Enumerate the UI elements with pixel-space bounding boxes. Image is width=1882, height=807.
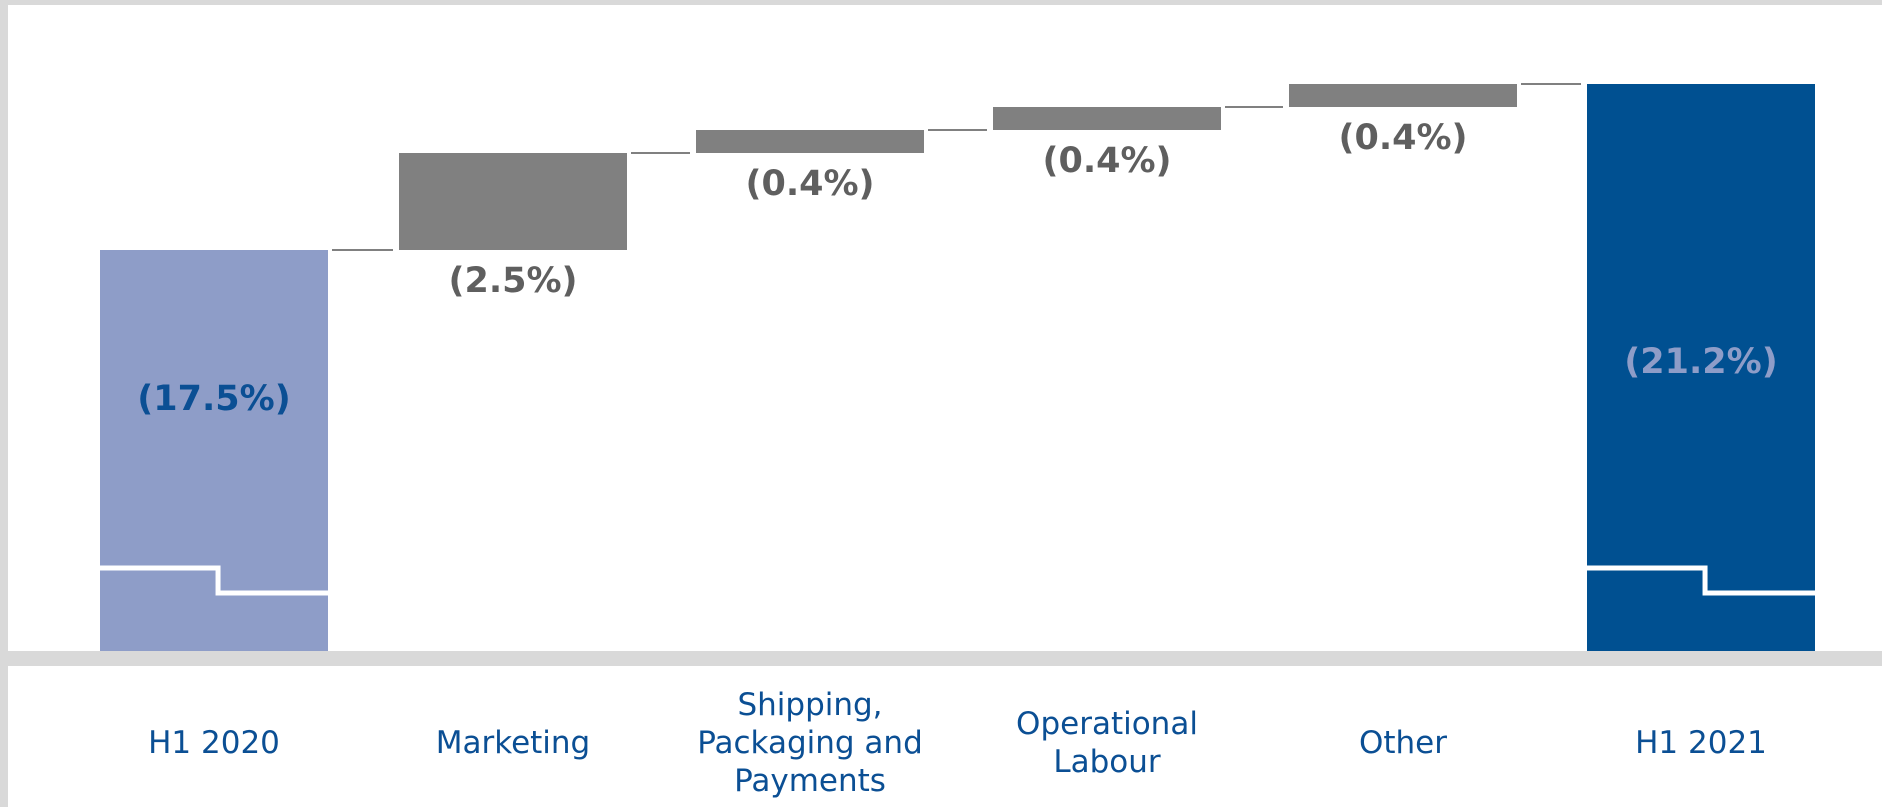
category-label: Shipping, Packaging and Payments	[697, 687, 923, 799]
category-band	[8, 666, 1882, 807]
bar-change-4	[1289, 84, 1517, 107]
data-label: (17.5%)	[137, 379, 290, 419]
bar-total-0	[100, 250, 328, 651]
category-label: Marketing	[436, 725, 591, 761]
axis-break-marker	[100, 565, 328, 596]
category-label: H1 2021	[1635, 725, 1767, 761]
data-label: (0.4%)	[745, 164, 874, 204]
data-label: (2.5%)	[448, 261, 577, 301]
bar-change-3	[993, 107, 1221, 130]
bar-change-1	[399, 153, 627, 250]
data-label: (0.4%)	[1042, 141, 1171, 181]
category-label: H1 2020	[148, 725, 280, 761]
bar-total-5	[1587, 84, 1815, 651]
data-label: (0.4%)	[1338, 118, 1467, 158]
bar-change-2	[696, 130, 924, 153]
category-label: Operational Labour	[1016, 706, 1198, 780]
category-label: Other	[1359, 725, 1447, 761]
axis-break-marker	[1587, 565, 1815, 596]
data-label: (21.2%)	[1624, 342, 1777, 382]
